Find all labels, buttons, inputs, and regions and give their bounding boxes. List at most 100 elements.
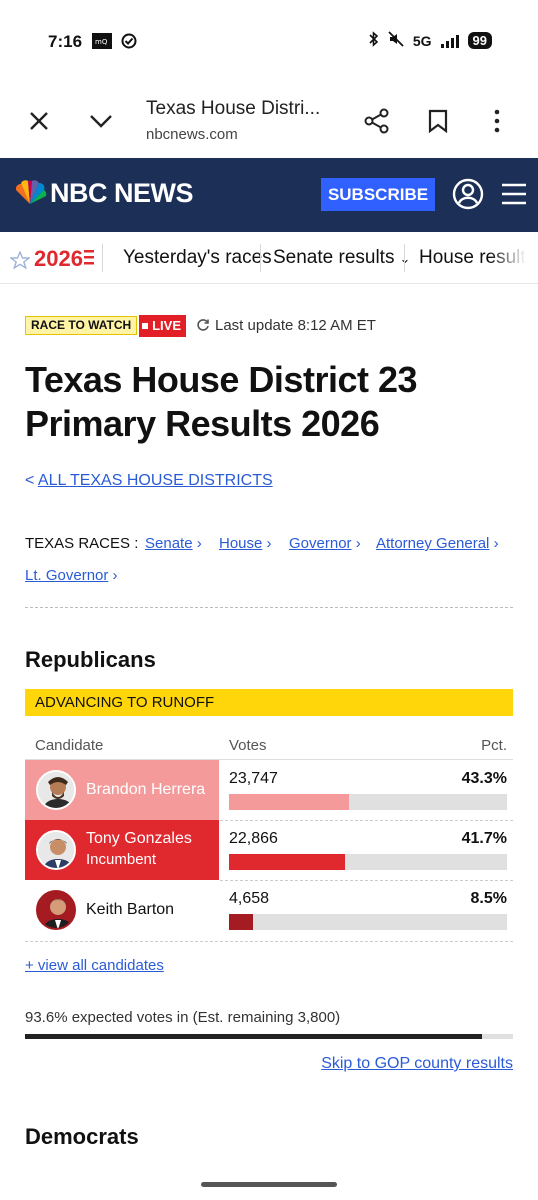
- race-link-label: House: [219, 535, 263, 552]
- heading-line-1: Texas House District 23: [25, 359, 418, 400]
- more-options-icon[interactable]: [492, 109, 518, 135]
- election-2026-logo[interactable]: 2026: [10, 243, 94, 273]
- vote-bar-fill: [229, 794, 350, 810]
- nbc-news-logo[interactable]: NBC NEWS: [50, 178, 194, 208]
- race-link-house[interactable]: House ›: [219, 535, 272, 552]
- candidate-name: Brandon Herrera: [86, 781, 206, 798]
- user-account-icon[interactable]: [452, 178, 484, 215]
- candidate-pct: 41.7%: [461, 830, 507, 847]
- heading-line-2: Primary Results 2026: [25, 403, 380, 444]
- peacock-logo-icon[interactable]: [12, 180, 48, 211]
- nav-divider: [404, 244, 405, 272]
- vote-bar-track: [229, 914, 507, 930]
- row-divider: [25, 820, 513, 821]
- nav-senate-label: Senate results: [273, 247, 395, 268]
- candidate-cell: Brandon Herrera: [25, 760, 219, 820]
- nav-yesterdays-races[interactable]: Yesterday's races: [123, 247, 272, 268]
- status-indicators: 5G 99: [369, 31, 492, 50]
- republicans-heading: Republicans: [25, 647, 156, 672]
- candidate-pct: 43.3%: [461, 770, 507, 787]
- network-type: 5G: [412, 32, 432, 49]
- battery-indicator: 99: [467, 32, 492, 49]
- candidate-cell: Tony Gonzales Incumbent: [25, 820, 219, 880]
- skip-to-county-results-link[interactable]: Skip to GOP county results: [321, 1055, 513, 1072]
- page-host: nbcnews.com: [146, 126, 238, 143]
- stripes-icon: [84, 250, 94, 265]
- all-districts-label: ALL TEXAS HOUSE DISTRICTS: [37, 472, 273, 489]
- expected-votes-text: 93.6% expected votes in (Est. remaining …: [25, 1009, 341, 1026]
- candidate-pct: 8.5%: [470, 890, 507, 907]
- share-icon[interactable]: [364, 108, 390, 134]
- refresh-icon: [196, 318, 210, 337]
- avatar: [36, 770, 76, 810]
- row-divider: [25, 941, 513, 942]
- last-update-text: Last update 8:12 AM ET: [215, 317, 376, 334]
- app-notification-icon: mQ: [92, 33, 112, 52]
- vote-bar-track: [229, 794, 507, 810]
- race-link-governor[interactable]: Governor ›: [289, 535, 361, 552]
- svg-text:mQ: mQ: [95, 38, 108, 46]
- vote-bar-fill: [229, 914, 253, 930]
- live-label: LIVE: [152, 318, 181, 333]
- star-icon: [10, 251, 30, 269]
- col-candidate: Candidate: [35, 737, 104, 754]
- race-link-attorney-general[interactable]: Attorney General ›: [376, 535, 499, 552]
- signal-icon: [440, 34, 459, 48]
- runoff-banner: ADVANCING TO RUNOFF: [25, 689, 513, 716]
- texas-races-label: TEXAS RACES :: [25, 535, 139, 552]
- col-votes: Votes: [229, 737, 267, 754]
- page-title: Texas House Distri...: [146, 98, 321, 119]
- view-all-candidates-link[interactable]: + view all candidates: [25, 957, 164, 974]
- race-to-watch-badge: RACE TO WATCH: [25, 316, 138, 335]
- chevron-down-icon[interactable]: [88, 112, 114, 138]
- page-heading: Texas House District 23 Primary Results …: [25, 358, 418, 446]
- candidate-row[interactable]: Brandon Herrera 23,747 43.3%: [25, 760, 513, 820]
- home-indicator[interactable]: [201, 1182, 337, 1187]
- race-link-label: Senate: [145, 535, 193, 552]
- vote-bar-track: [229, 854, 507, 870]
- candidate-votes: 4,658: [229, 890, 270, 907]
- candidate-votes: 22,866: [229, 830, 278, 847]
- bookmark-icon[interactable]: [428, 109, 454, 135]
- live-badge: LIVE: [139, 315, 186, 337]
- section-divider: [25, 607, 513, 608]
- candidate-row[interactable]: Tony Gonzales Incumbent 22,866 41.7%: [25, 820, 513, 880]
- status-time: 7:16: [48, 32, 83, 51]
- expected-votes-fill: [25, 1034, 482, 1039]
- race-link-senate[interactable]: Senate ›: [145, 535, 202, 552]
- election-nav: 2026 Yesterday's races Senate results⌄ H…: [0, 232, 538, 284]
- nav-fade: [490, 232, 538, 283]
- election-year: 2026: [34, 246, 83, 271]
- row-divider: [25, 880, 513, 881]
- check-circle-icon: [121, 33, 137, 52]
- avatar: [36, 830, 76, 870]
- candidate-row[interactable]: Keith Barton 4,658 8.5%: [25, 880, 513, 940]
- race-link-label: Lt. Governor: [25, 567, 109, 584]
- race-link-label: Governor: [289, 535, 352, 552]
- all-districts-link[interactable]: < ALL TEXAS HOUSE DISTRICTS: [25, 472, 273, 489]
- candidate-name: Keith Barton: [86, 901, 175, 918]
- site-header: NBC NEWS SUBSCRIBE: [0, 158, 538, 232]
- browser-toolbar: Texas House Distri... nbcnews.com: [0, 88, 538, 158]
- table-header-divider: [25, 759, 513, 760]
- live-indicator-icon: [142, 323, 148, 329]
- mute-icon: [388, 31, 404, 50]
- hamburger-menu-icon[interactable]: [501, 183, 527, 210]
- bluetooth-icon: [369, 31, 379, 50]
- expected-votes-bar: [25, 1034, 513, 1039]
- close-icon[interactable]: [28, 110, 54, 136]
- col-pct: Pct.: [481, 737, 507, 754]
- race-link-label: Attorney General: [376, 535, 490, 552]
- candidate-name: Tony Gonzales: [86, 830, 192, 847]
- nav-divider: [102, 244, 103, 272]
- vote-bar-fill: [229, 854, 345, 870]
- incumbent-label: Incumbent: [86, 851, 157, 868]
- nav-senate-results[interactable]: Senate results⌄: [273, 247, 410, 269]
- nav-divider: [260, 244, 261, 272]
- status-bar: 7:16 mQ 5G 99: [0, 0, 538, 88]
- avatar: [36, 890, 76, 930]
- democrats-heading: Democrats: [25, 1124, 139, 1149]
- race-link-lt-governor[interactable]: Lt. Governor ›: [25, 567, 118, 584]
- subscribe-button[interactable]: SUBSCRIBE: [321, 178, 435, 211]
- candidate-votes: 23,747: [229, 770, 278, 787]
